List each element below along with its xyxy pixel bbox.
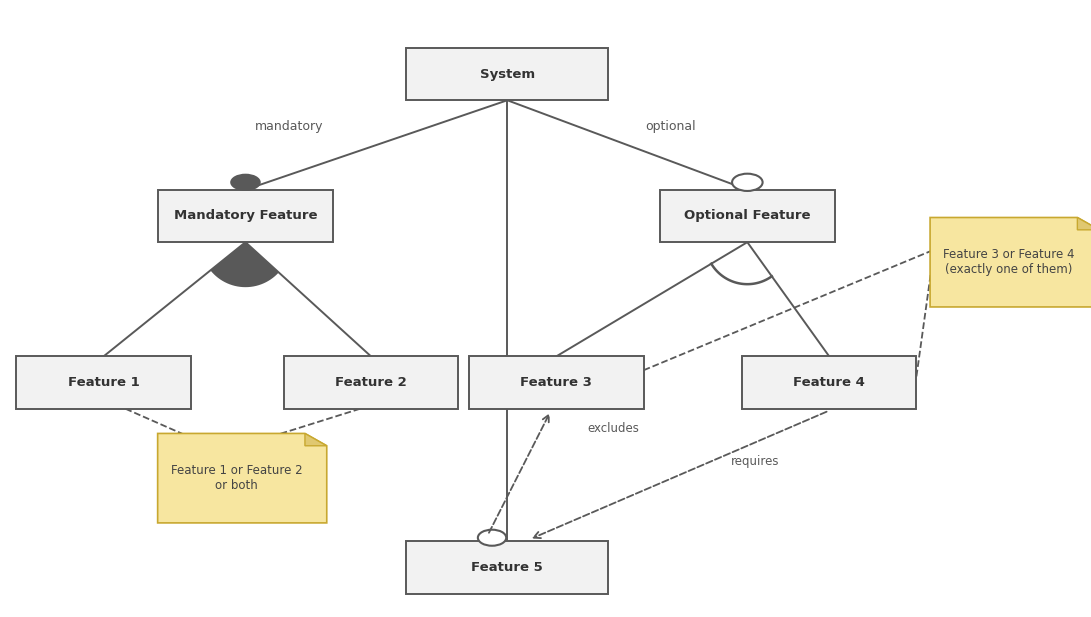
Text: Feature 1: Feature 1 [68, 376, 140, 389]
FancyBboxPatch shape [284, 357, 458, 408]
Polygon shape [304, 433, 327, 445]
Polygon shape [930, 218, 1091, 307]
FancyBboxPatch shape [16, 357, 191, 408]
FancyBboxPatch shape [469, 357, 644, 408]
Text: Feature 3: Feature 3 [520, 376, 592, 389]
FancyBboxPatch shape [742, 357, 916, 408]
Text: Mandatory Feature: Mandatory Feature [173, 209, 317, 223]
Polygon shape [1078, 218, 1091, 230]
FancyBboxPatch shape [660, 190, 835, 242]
Circle shape [478, 529, 506, 545]
FancyBboxPatch shape [158, 190, 333, 242]
Wedge shape [190, 242, 298, 282]
Polygon shape [158, 433, 327, 523]
Text: excludes: excludes [587, 422, 639, 436]
Text: Feature 3 or Feature 4
(exactly one of them): Feature 3 or Feature 4 (exactly one of t… [944, 248, 1075, 276]
FancyBboxPatch shape [407, 542, 609, 594]
Text: Feature 1 or Feature 2
or both: Feature 1 or Feature 2 or both [171, 464, 302, 492]
Text: System: System [480, 67, 535, 81]
Text: optional: optional [646, 120, 696, 133]
Circle shape [732, 174, 763, 191]
Polygon shape [211, 242, 279, 287]
FancyBboxPatch shape [407, 48, 609, 100]
Text: mandatory: mandatory [255, 120, 323, 133]
Text: Optional Feature: Optional Feature [684, 209, 811, 223]
Circle shape [230, 174, 261, 191]
Text: requires: requires [731, 455, 779, 468]
Text: Feature 4: Feature 4 [793, 376, 865, 389]
Text: Feature 5: Feature 5 [471, 561, 543, 574]
Text: Feature 2: Feature 2 [335, 376, 407, 389]
